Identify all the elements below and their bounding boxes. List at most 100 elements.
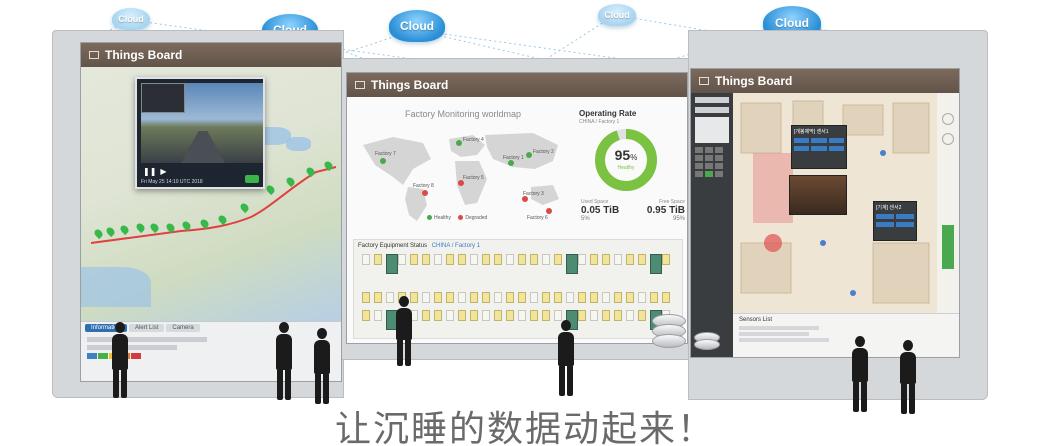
equipment-slot[interactable] [590,292,598,303]
world-map[interactable]: Factory 7 Factory 8 Factory 4 Factory 5 … [353,125,573,225]
equipment-slot[interactable] [578,310,586,321]
cloud-icon: Cloud [389,10,445,42]
equipment-slot[interactable] [398,254,406,265]
free-space-label: Free Space [659,199,685,205]
equipment-slot[interactable] [362,292,370,303]
equipment-slot[interactable] [662,292,670,303]
equipment-slot[interactable] [590,254,598,265]
equipment-slot[interactable] [470,292,478,303]
equipment-slot[interactable] [554,310,562,321]
sensor-grid[interactable] [695,147,729,177]
equipment-slot[interactable] [470,254,478,265]
equipment-slot[interactable] [638,254,646,265]
equipment-slot[interactable] [566,292,574,303]
equipment-slot[interactable] [530,292,538,303]
equipment-slot[interactable] [434,292,442,303]
equipment-slot[interactable] [542,310,550,321]
healthy-dot [427,215,432,221]
equipment-slot[interactable] [386,292,394,303]
equipment-block[interactable] [386,254,398,274]
equipment-slot[interactable] [638,292,646,303]
equipment-slot[interactable] [446,292,454,303]
sensor-popup-2[interactable]: [기계] 센서2 [873,201,917,241]
equipment-slot[interactable] [602,292,610,303]
equipment-subtitle: CHINA / Factory 1 [431,243,481,249]
equipment-slot[interactable] [482,292,490,303]
equipment-slot[interactable] [518,310,526,321]
equipment-slot[interactable] [614,310,622,321]
equipment-slot[interactable] [578,254,586,265]
equipment-slot[interactable] [650,292,658,303]
tab-information[interactable]: Information [85,324,128,332]
used-space-label: Used Space [581,199,609,205]
equipment-slot[interactable] [494,310,502,321]
sensor-popup-1[interactable]: [개봉제막] 센서1 [791,125,847,169]
equipment-slot[interactable] [638,310,646,321]
cctv-snapshot[interactable] [789,175,847,215]
equipment-slot[interactable] [458,292,466,303]
tab-camera[interactable]: Camera [166,324,200,332]
equipment-slot[interactable] [446,310,454,321]
equipment-slot[interactable] [482,310,490,321]
window-icon [89,51,99,59]
equipment-slot[interactable] [422,310,430,321]
equipment-slot[interactable] [614,254,622,265]
equipment-slot[interactable] [374,292,382,303]
tab-alert-list[interactable]: Alert List [129,324,165,332]
equipment-slot[interactable] [602,254,610,265]
equipment-slot[interactable] [446,254,454,265]
equipment-slot[interactable] [362,310,370,321]
equipment-slot[interactable] [554,254,562,265]
person-silhouette [314,328,330,404]
pause-icon[interactable]: ❚❚ [143,167,157,176]
equipment-slot[interactable] [602,310,610,321]
equipment-slot[interactable] [422,254,430,265]
equipment-slot[interactable] [626,292,634,303]
equipment-slot[interactable] [542,254,550,265]
equipment-slot[interactable] [626,254,634,265]
equipment-slot[interactable] [518,254,526,265]
factory-label: Factory 2 [533,149,554,155]
equipment-slot[interactable] [494,254,502,265]
equipment-slot[interactable] [374,310,382,321]
level-slider[interactable] [942,225,954,269]
equipment-slot[interactable] [542,292,550,303]
video-timestamp: Fri May 25 14:10 UTC 2018 [141,179,203,185]
equipment-slot[interactable] [374,254,382,265]
video-popup[interactable]: ❚❚ ▶ Fri May 25 14:10 UTC 2018 [135,77,265,189]
person-silhouette [396,296,412,366]
equipment-slot[interactable] [470,310,478,321]
equipment-slot[interactable] [362,254,370,265]
slogan: 让沉睡的数据动起来！ [334,409,715,446]
zoom-in-button[interactable] [942,113,954,125]
equipment-slot[interactable] [590,310,598,321]
live-button[interactable] [245,175,259,183]
equipment-slot[interactable] [506,292,514,303]
equipment-slot[interactable] [530,310,538,321]
equipment-slot[interactable] [530,254,538,265]
equipment-slot[interactable] [626,310,634,321]
equipment-slot[interactable] [434,254,442,265]
equipment-slot[interactable] [662,254,670,265]
equipment-slot[interactable] [458,310,466,321]
equipment-slot[interactable] [554,292,562,303]
us-map[interactable]: ❚❚ ▶ Fri May 25 14:10 UTC 2018 [81,67,341,321]
free-space-pct: 95% [672,216,685,222]
floor-plan[interactable]: [개봉제막] 센서1 [기계] 센서2 [733,93,937,313]
equipment-slot[interactable] [482,254,490,265]
equipment-slot[interactable] [494,292,502,303]
equipment-slot[interactable] [410,254,418,265]
zoom-out-button[interactable] [942,133,954,145]
equipment-slot[interactable] [518,292,526,303]
equipment-slot[interactable] [410,292,418,303]
equipment-block[interactable] [566,254,578,274]
equipment-slot[interactable] [458,254,466,265]
equipment-slot[interactable] [614,292,622,303]
equipment-slot[interactable] [506,310,514,321]
equipment-slot[interactable] [506,254,514,265]
play-icon[interactable]: ▶ [160,167,167,176]
equipment-block[interactable] [650,254,662,274]
equipment-slot[interactable] [422,292,430,303]
equipment-slot[interactable] [578,292,586,303]
equipment-slot[interactable] [434,310,442,321]
